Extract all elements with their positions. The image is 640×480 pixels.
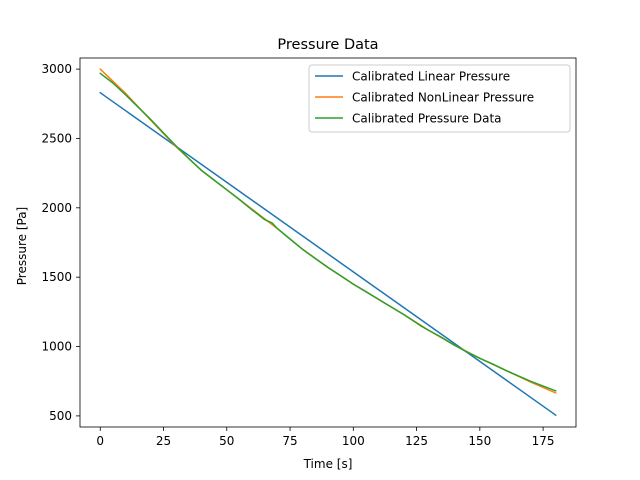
y-tick-label: 1500 — [41, 270, 72, 284]
x-tick-label: 150 — [468, 434, 491, 448]
x-tick-label: 25 — [156, 434, 171, 448]
legend-label-1: Calibrated Linear Pressure — [352, 70, 510, 84]
x-tick-label: 50 — [219, 434, 234, 448]
y-axis-label: Pressure [Pa] — [15, 207, 29, 285]
x-tick-label: 0 — [96, 434, 104, 448]
x-axis-label: Time [s] — [303, 457, 353, 471]
chart-title: Pressure Data — [277, 37, 378, 53]
legend: Calibrated Linear Pressure Calibrated Non… — [308, 64, 571, 133]
axes: 0 25 50 75 100 125 150 175 500 1000 1500 2000 2500 30… — [41, 57, 577, 448]
legend-label-3: Calibrated Pressure Data — [352, 112, 502, 126]
y-tick-label: 2000 — [41, 201, 72, 215]
series-line-3 — [99, 72, 557, 392]
y-tick-label: 3000 — [41, 62, 72, 76]
x-tick-label: 100 — [342, 434, 365, 448]
y-tick-label: 2500 — [41, 131, 72, 145]
legend-label-2: Calibrated NonLinear Pressure — [352, 91, 534, 105]
axes-frame — [79, 57, 577, 428]
y-tick-label: 500 — [49, 409, 72, 423]
x-tick-label: 125 — [405, 434, 428, 448]
y-tick-label: 1000 — [41, 340, 72, 354]
x-tick-label: 175 — [532, 434, 555, 448]
plot-area — [99, 68, 557, 416]
legend-box — [308, 64, 571, 133]
x-tick-label: 75 — [282, 434, 297, 448]
